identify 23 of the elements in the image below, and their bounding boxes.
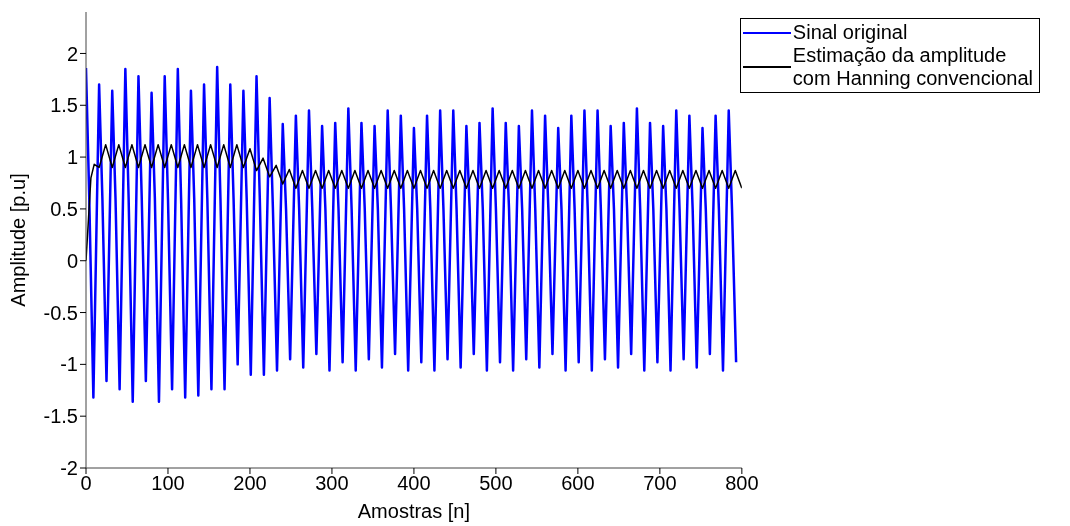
x-axis-title: Amostras [n] xyxy=(357,500,471,522)
y-tick-label: -1.5 xyxy=(43,405,78,428)
y-tick-label: 0 xyxy=(66,249,78,272)
x-tick-label: 200 xyxy=(233,472,267,495)
x-tick-label: 500 xyxy=(479,472,513,495)
y-tick-label: -2 xyxy=(60,457,78,480)
y-tick-label: -0.5 xyxy=(43,301,78,324)
y-tick-label: 1.5 xyxy=(50,94,78,117)
y-tick-label: 1 xyxy=(66,146,78,169)
legend-label: Sinal original xyxy=(792,21,908,44)
y-tick-label: 0.5 xyxy=(50,198,78,221)
y-tick-label: 2 xyxy=(66,42,78,65)
x-tick-label: 700 xyxy=(643,472,677,495)
x-tick-label: 800 xyxy=(725,472,759,495)
x-tick-label: 300 xyxy=(315,472,349,495)
x-tick-label: 100 xyxy=(151,472,185,495)
x-tick-label: 400 xyxy=(397,472,431,495)
x-tick-label: 600 xyxy=(561,472,595,495)
line-series xyxy=(86,65,738,403)
x-tick-label: 0 xyxy=(80,472,92,495)
y-tick-label: -1 xyxy=(60,353,78,376)
y-axis-title: Amplitude [p.u] xyxy=(7,173,30,307)
legend-label: Estimação da amplitude com Hanning convencional xyxy=(792,44,1033,90)
